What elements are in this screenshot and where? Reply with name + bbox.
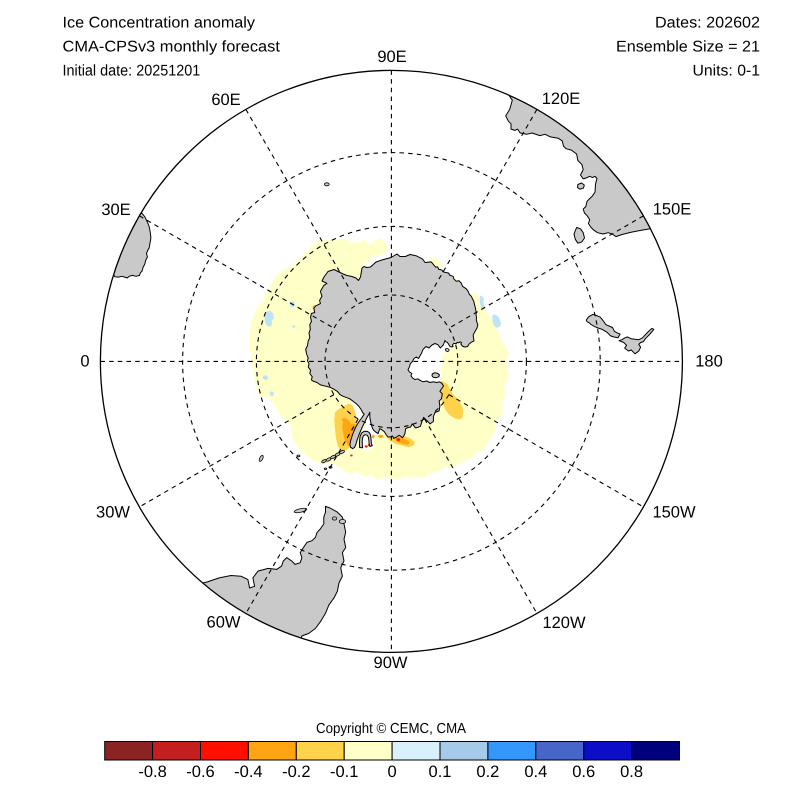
svg-text:-0.8: -0.8 bbox=[138, 763, 166, 781]
svg-text:Copyright © CEMC, CMA: Copyright © CEMC, CMA bbox=[316, 721, 466, 737]
svg-text:0.2: 0.2 bbox=[476, 763, 499, 781]
svg-text:60E: 60E bbox=[211, 91, 240, 109]
svg-text:-0.6: -0.6 bbox=[186, 763, 214, 781]
svg-text:0: 0 bbox=[388, 763, 397, 781]
svg-text:0.1: 0.1 bbox=[429, 763, 452, 781]
svg-text:60W: 60W bbox=[207, 614, 241, 632]
svg-text:120W: 120W bbox=[542, 614, 586, 632]
svg-text:120E: 120E bbox=[542, 90, 581, 108]
svg-text:Units: 0-1: Units: 0-1 bbox=[693, 63, 761, 80]
svg-text:Dates: 202602: Dates: 202602 bbox=[655, 15, 760, 32]
svg-text:0.8: 0.8 bbox=[620, 763, 643, 781]
svg-text:30E: 30E bbox=[101, 201, 130, 219]
svg-text:90W: 90W bbox=[374, 654, 408, 672]
svg-text:-0.4: -0.4 bbox=[234, 763, 262, 781]
svg-text:30W: 30W bbox=[96, 504, 130, 522]
svg-text:Ice Concentration anomaly: Ice Concentration anomaly bbox=[63, 15, 256, 32]
svg-text:0.6: 0.6 bbox=[572, 763, 595, 781]
svg-text:Ensemble Size = 21: Ensemble Size = 21 bbox=[616, 39, 760, 56]
svg-text:Initial date: 20251201: Initial date: 20251201 bbox=[63, 63, 201, 80]
svg-text:-0.2: -0.2 bbox=[282, 763, 310, 781]
svg-text:0.4: 0.4 bbox=[524, 763, 547, 781]
svg-text:CMA-CPSv3 monthly forecast: CMA-CPSv3 monthly forecast bbox=[63, 39, 281, 56]
svg-text:-0.1: -0.1 bbox=[330, 763, 358, 781]
svg-text:0: 0 bbox=[80, 353, 89, 371]
svg-text:90E: 90E bbox=[377, 48, 406, 66]
svg-text:180: 180 bbox=[695, 353, 723, 371]
svg-text:150W: 150W bbox=[652, 504, 696, 522]
svg-text:150E: 150E bbox=[653, 201, 692, 219]
